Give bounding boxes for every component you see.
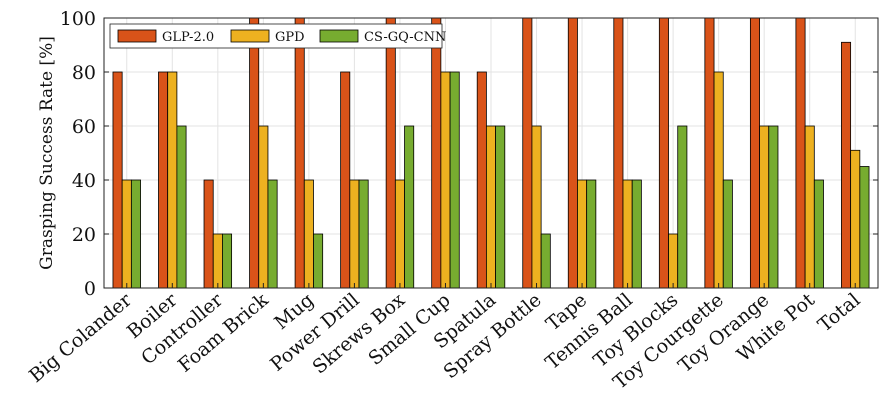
bar-gpd-skrews-box xyxy=(394,179,405,289)
bar-cs-gq-cnn-foam-brick xyxy=(267,179,278,289)
bar-glp-2-0-controller xyxy=(203,179,214,289)
bar-cs-gq-cnn-small-cup xyxy=(449,71,460,289)
y-tick-label: 20 xyxy=(72,224,96,246)
bar-glp-2-0-foam-brick xyxy=(249,17,260,289)
bar-gpd-small-cup xyxy=(440,71,451,289)
bar-glp-2-0-white-pot xyxy=(795,17,806,289)
bar-glp-2-0-mug xyxy=(294,17,305,289)
bar-gpd-spatula xyxy=(485,125,496,289)
legend-label: GLP-2.0 xyxy=(162,30,214,45)
bar-cs-gq-cnn-white-pot xyxy=(813,179,824,289)
y-tick-labels: 0 20 40 60 80 100 xyxy=(60,8,96,300)
bar-glp-2-0-spatula xyxy=(476,71,487,289)
bar-gpd-boiler xyxy=(167,71,178,289)
bar-gpd-toy-blocks xyxy=(668,233,679,289)
bar-gpd-controller xyxy=(212,233,223,289)
bar-glp-2-0-small-cup xyxy=(431,17,442,289)
bar-cs-gq-cnn-toy-orange xyxy=(768,125,779,289)
bar-gpd-toy-orange xyxy=(759,125,770,289)
bar-gpd-big-colander xyxy=(121,179,132,289)
y-axis-title: Grasping Success Rate [%] xyxy=(37,36,57,270)
axes xyxy=(103,17,879,289)
y-tick-label: 80 xyxy=(72,62,96,84)
bar-gpd-spray-bottle xyxy=(531,125,542,289)
y-tick-label: 100 xyxy=(60,8,96,30)
bar-series xyxy=(112,17,870,289)
legend-swatch xyxy=(230,29,270,43)
bar-gpd-tennis-ball xyxy=(622,179,633,289)
bar-glp-2-0-boiler xyxy=(158,71,169,289)
bar-gpd-toy-courgette xyxy=(713,71,724,289)
bar-glp-2-0-tennis-ball xyxy=(613,17,624,289)
bar-glp-2-0-toy-courgette xyxy=(704,17,715,289)
bar-glp-2-0-total xyxy=(841,41,852,289)
bar-gpd-total xyxy=(850,149,861,289)
bar-cs-gq-cnn-tape xyxy=(586,179,597,289)
bar-glp-2-0-toy-orange xyxy=(749,17,760,289)
x-tick-label: Total xyxy=(814,289,865,337)
legend-swatch xyxy=(117,29,157,43)
bar-glp-2-0-toy-blocks xyxy=(658,17,669,289)
bar-cs-gq-cnn-toy-courgette xyxy=(722,179,733,289)
bar-glp-2-0-big-colander xyxy=(112,71,123,289)
bar-cs-gq-cnn-boiler xyxy=(176,125,187,289)
bar-cs-gq-cnn-spatula xyxy=(495,125,506,289)
legend-label: CS-GQ-CNN xyxy=(364,30,446,45)
bar-cs-gq-cnn-skrews-box xyxy=(404,125,415,289)
bar-glp-2-0-power-drill xyxy=(340,71,351,289)
y-tick-label: 0 xyxy=(84,278,96,300)
legend-box xyxy=(109,23,443,49)
y-tick-label: 60 xyxy=(72,116,96,138)
bar-gpd-tape xyxy=(577,179,588,289)
bar-cs-gq-cnn-power-drill xyxy=(358,179,369,289)
bar-gpd-power-drill xyxy=(349,179,360,289)
bar-cs-gq-cnn-toy-blocks xyxy=(677,125,688,289)
bar-cs-gq-cnn-spray-bottle xyxy=(540,233,551,289)
x-tick-label: Big Colander xyxy=(25,288,137,387)
legend-label: GPD xyxy=(275,30,305,45)
bar-cs-gq-cnn-mug xyxy=(313,233,324,289)
legend-swatch xyxy=(319,29,359,43)
bar-cs-gq-cnn-total xyxy=(859,166,870,289)
bar-glp-2-0-tape xyxy=(567,17,578,289)
bar-gpd-mug xyxy=(303,179,314,289)
bar-cs-gq-cnn-controller xyxy=(222,233,233,289)
legend: GLP-2.0 GPD CS-GQ-CNN xyxy=(109,23,446,49)
bar-cs-gq-cnn-tennis-ball xyxy=(631,179,642,289)
bar-glp-2-0-skrews-box xyxy=(385,17,396,289)
bar-cs-gq-cnn-big-colander xyxy=(130,179,141,289)
y-tick-label: 40 xyxy=(72,170,96,192)
bar-gpd-white-pot xyxy=(804,125,815,289)
bar-gpd-foam-brick xyxy=(258,125,269,289)
bar-glp-2-0-spray-bottle xyxy=(522,17,533,289)
